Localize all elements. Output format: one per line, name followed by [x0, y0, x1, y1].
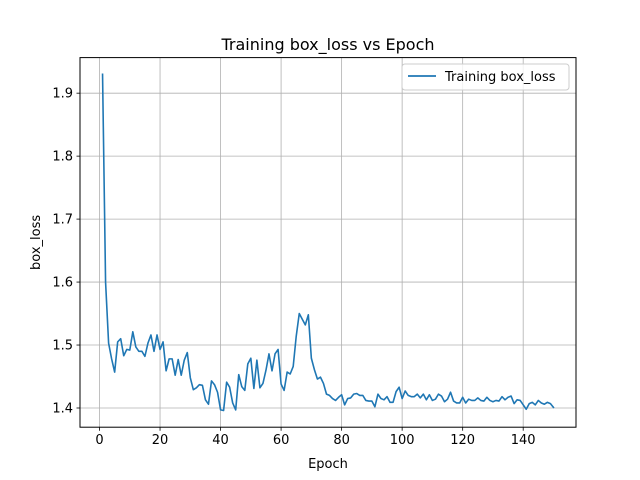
x-tick-label: 80 [333, 433, 350, 448]
y-tick-label: 1.4 [52, 401, 73, 416]
x-axis-label: Epoch [308, 457, 348, 472]
legend-box [401, 63, 570, 91]
y-axis: 1.4 1.5 1.6 1.7 1.8 1.9 [52, 87, 80, 416]
legend: Training box_loss [401, 63, 570, 91]
x-tick-label: 20 [152, 433, 169, 448]
x-tick-label: 40 [212, 433, 229, 448]
y-tick-label: 1.5 [52, 339, 73, 354]
x-tick-label: 140 [511, 433, 536, 448]
legend-label: Training box_loss [444, 70, 556, 85]
y-tick-label: 1.7 [52, 213, 73, 228]
series-layer [101, 73, 555, 412]
grid [80, 57, 576, 428]
x-tick-label: 60 [273, 433, 290, 448]
x-tick-label: 0 [95, 433, 103, 448]
series-line-training-box-loss [101, 73, 555, 412]
chart-title: Training box_loss vs Epoch [220, 35, 434, 55]
y-axis-label: box_loss [29, 215, 44, 270]
y-tick-label: 1.6 [52, 276, 73, 291]
plot-frame [79, 57, 577, 428]
x-tick-label: 120 [450, 433, 475, 448]
x-axis: 0 20 40 60 80 100 120 140 [95, 427, 536, 448]
y-tick-label: 1.9 [52, 87, 73, 102]
x-tick-label: 100 [390, 433, 415, 448]
y-tick-label: 1.8 [52, 150, 73, 165]
